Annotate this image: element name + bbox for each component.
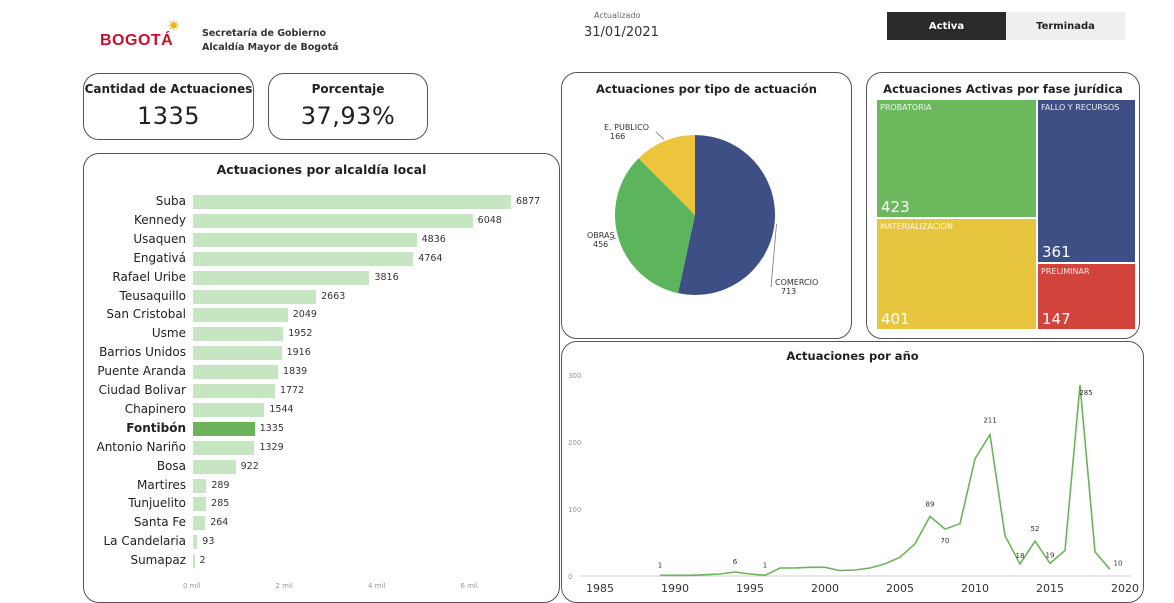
org-line-2: Alcaldía Mayor de Bogotá bbox=[202, 42, 339, 53]
header-logo: BOGOTÁ ✷ Secretaría de Gobierno Alcaldía… bbox=[96, 16, 356, 58]
updated-date: 31/01/2021 bbox=[584, 25, 659, 40]
treemap-cell-label: PROBATORIA bbox=[880, 103, 932, 112]
pie-chart-card: Actuaciones por tipo de actuación bbox=[561, 72, 852, 339]
kpi-pct-value: 37,93% bbox=[300, 102, 396, 130]
treemap-cell[interactable]: FALLO Y RECURSOS 361 bbox=[1038, 100, 1135, 262]
treemap-cell-value: 147 bbox=[1042, 310, 1071, 328]
pie-chart-title: Actuaciones por tipo de actuación bbox=[596, 82, 817, 96]
org-line-1: Secretaría de Gobierno bbox=[202, 28, 327, 39]
treemap-cell-value: 361 bbox=[1042, 243, 1071, 261]
line-chart-title: Actuaciones por año bbox=[786, 349, 919, 363]
treemap-cell-value: 401 bbox=[881, 310, 910, 328]
kpi-pct-title: Porcentaje bbox=[311, 82, 385, 96]
kpi-pct-card: Porcentaje 37,93% bbox=[268, 73, 428, 140]
treemap-cell[interactable]: PRELIMINAR 147 bbox=[1038, 264, 1135, 329]
kpi-count-value: 1335 bbox=[136, 102, 201, 130]
line-chart-card: Actuaciones por año bbox=[561, 341, 1144, 603]
kpi-count-title: Cantidad de Actuaciones bbox=[84, 82, 253, 96]
treemap-cell[interactable]: PROBATORIA 423 bbox=[877, 100, 1036, 217]
status-toggle: Activa Terminada bbox=[887, 0, 1127, 50]
treemap-plot: PROBATORIA 423 MATERIALIZACION 401 FALLO Y R… bbox=[877, 100, 1135, 329]
treemap-cell-value: 423 bbox=[881, 198, 910, 216]
toggle-active-button[interactable]: Activa bbox=[887, 12, 1006, 40]
logo-text: BOGOTÁ bbox=[100, 32, 174, 49]
kpi-count-card: Cantidad de Actuaciones 1335 bbox=[83, 73, 254, 140]
treemap-cell-label: PRELIMINAR bbox=[1041, 267, 1090, 276]
updated-label: Actualizado bbox=[594, 11, 641, 20]
bar-chart-card: Actuaciones por alcaldía local bbox=[83, 153, 560, 603]
bar-chart-title: Actuaciones por alcaldía local bbox=[216, 162, 427, 177]
treemap-cell-label: MATERIALIZACION bbox=[880, 222, 953, 231]
toggle-ended-button[interactable]: Terminada bbox=[1006, 12, 1125, 40]
treemap-cell-label: FALLO Y RECURSOS bbox=[1041, 103, 1120, 112]
treemap-cell[interactable]: MATERIALIZACION 401 bbox=[877, 219, 1036, 329]
treemap-title: Actuaciones Activas por fase jurídica bbox=[883, 82, 1123, 96]
logo-star-icon: ✷ bbox=[167, 16, 181, 35]
